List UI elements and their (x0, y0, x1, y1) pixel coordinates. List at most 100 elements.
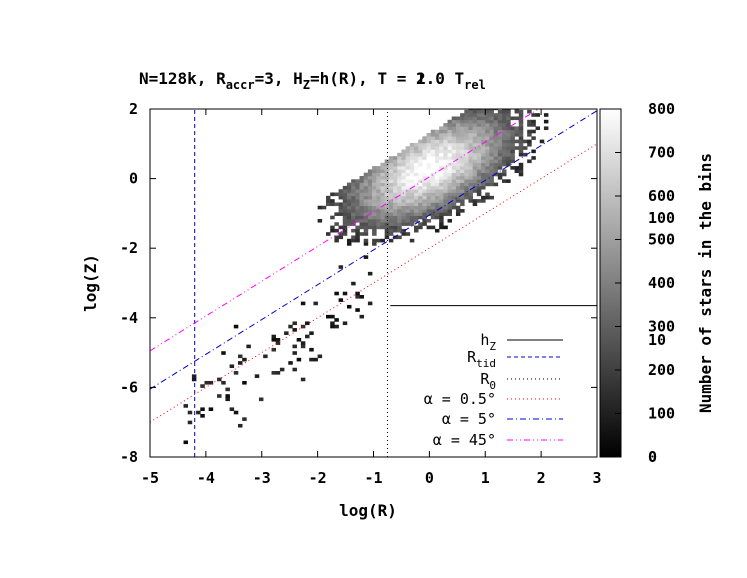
heatmap-cell (447, 189, 453, 193)
heatmap-cell (502, 156, 507, 160)
heatmap-cell (338, 205, 344, 210)
heatmap-cell (355, 238, 360, 243)
heatmap-cell (489, 166, 494, 170)
heatmap-cell (451, 182, 457, 187)
heatmap-cell (346, 202, 352, 207)
y-tick-label: -4 (120, 309, 138, 327)
heatmap-cell (409, 162, 415, 167)
heatmap-cell (518, 119, 524, 124)
heatmap-cell (455, 195, 461, 200)
heatmap-cell (409, 159, 415, 164)
heatmap-cell (447, 205, 453, 210)
heatmap-cell (393, 185, 398, 190)
heatmap-cell (418, 152, 423, 157)
heatmap-cell (397, 218, 402, 223)
heatmap-cell (426, 152, 432, 157)
legend-label: Rtid (467, 348, 496, 370)
heatmap-cell (493, 172, 499, 177)
heatmap-cell (183, 440, 189, 445)
heatmap-cell (489, 139, 494, 144)
heatmap-cell (502, 172, 507, 177)
heatmap-cell (430, 212, 436, 216)
heatmap-cell (476, 123, 482, 127)
heatmap-cell (518, 133, 524, 137)
heatmap-cell (376, 175, 381, 180)
heatmap-cell (518, 166, 524, 170)
heatmap-cell (455, 159, 461, 164)
heatmap-cell (409, 152, 415, 157)
heatmap-cell (460, 123, 465, 127)
heatmap-cell (401, 222, 406, 226)
heatmap-cell (439, 222, 444, 226)
heatmap-cell (363, 242, 369, 246)
heatmap-cell (238, 423, 243, 428)
heatmap-cell (384, 192, 390, 197)
heatmap-cell (401, 185, 406, 190)
heatmap-cell (447, 139, 453, 144)
heatmap-cell (330, 202, 335, 207)
heatmap-cell (393, 209, 398, 213)
heatmap-cell (388, 212, 394, 216)
heatmap-cell (447, 175, 453, 180)
heatmap-cell (414, 159, 419, 164)
heatmap-cell (506, 142, 511, 147)
heatmap-cell (497, 139, 503, 144)
heatmap-cell (518, 149, 524, 154)
heatmap-cell (376, 199, 381, 203)
heatmap-cell (363, 232, 369, 236)
heatmap-cell (351, 205, 356, 210)
heatmap-cell (422, 156, 427, 160)
heatmap-cell (355, 189, 360, 193)
x-tick-label: 3 (592, 469, 601, 487)
heatmap-cell (476, 172, 482, 177)
heatmap-cell (481, 156, 486, 160)
heatmap-cell (372, 192, 377, 197)
heatmap-cell (472, 123, 478, 127)
heatmap-cell (489, 159, 494, 164)
heatmap-cell (451, 185, 457, 190)
heatmap-cell (414, 175, 419, 180)
heatmap-cell (405, 215, 411, 220)
heatmap-cell (439, 159, 444, 164)
heatmap-cell (489, 126, 494, 131)
heatmap-cell (464, 159, 469, 164)
heatmap-cell (460, 175, 465, 180)
heatmap-cell (338, 298, 344, 302)
heatmap-cell (288, 324, 293, 329)
heatmap-cell (397, 182, 402, 187)
heatmap-cell (388, 192, 394, 197)
heatmap-cell (489, 169, 494, 173)
heatmap-cell (401, 189, 406, 193)
heatmap-cell (472, 202, 478, 207)
heatmap-cell (359, 225, 365, 230)
heatmap-cell (443, 189, 448, 193)
heatmap-cell (346, 215, 352, 220)
heatmap-cell (443, 156, 448, 160)
heatmap-cell (342, 225, 348, 230)
heatmap-cell (376, 209, 381, 213)
heatmap-cell (405, 149, 411, 154)
heatmap-cell (418, 175, 423, 180)
heatmap-cell (384, 235, 390, 240)
heatmap-cell (388, 179, 394, 183)
heatmap-cell (472, 159, 478, 164)
heatmap-cell (401, 162, 406, 167)
heatmap-cell (485, 192, 490, 197)
heatmap-cell (384, 228, 390, 233)
heatmap-cell (510, 166, 515, 170)
heatmap-cell (476, 185, 482, 190)
heatmap-cell (317, 218, 323, 223)
heatmap-cell (506, 109, 511, 111)
heatmap-cell (317, 354, 323, 359)
heatmap-cell (481, 185, 486, 190)
x-axis-ticks: -5 -4 -3 -2 -1 0 1 2 3 (141, 109, 602, 487)
heatmap-cell (422, 205, 427, 210)
heatmap-cell (489, 175, 494, 180)
heatmap-cell (351, 215, 356, 220)
heatmap-cell (439, 169, 444, 173)
heatmap-cell (418, 225, 423, 230)
heatmap-cell (485, 116, 490, 121)
heatmap-cell (346, 212, 352, 216)
heatmap-cell (405, 166, 411, 170)
heatmap-cell (409, 142, 415, 147)
